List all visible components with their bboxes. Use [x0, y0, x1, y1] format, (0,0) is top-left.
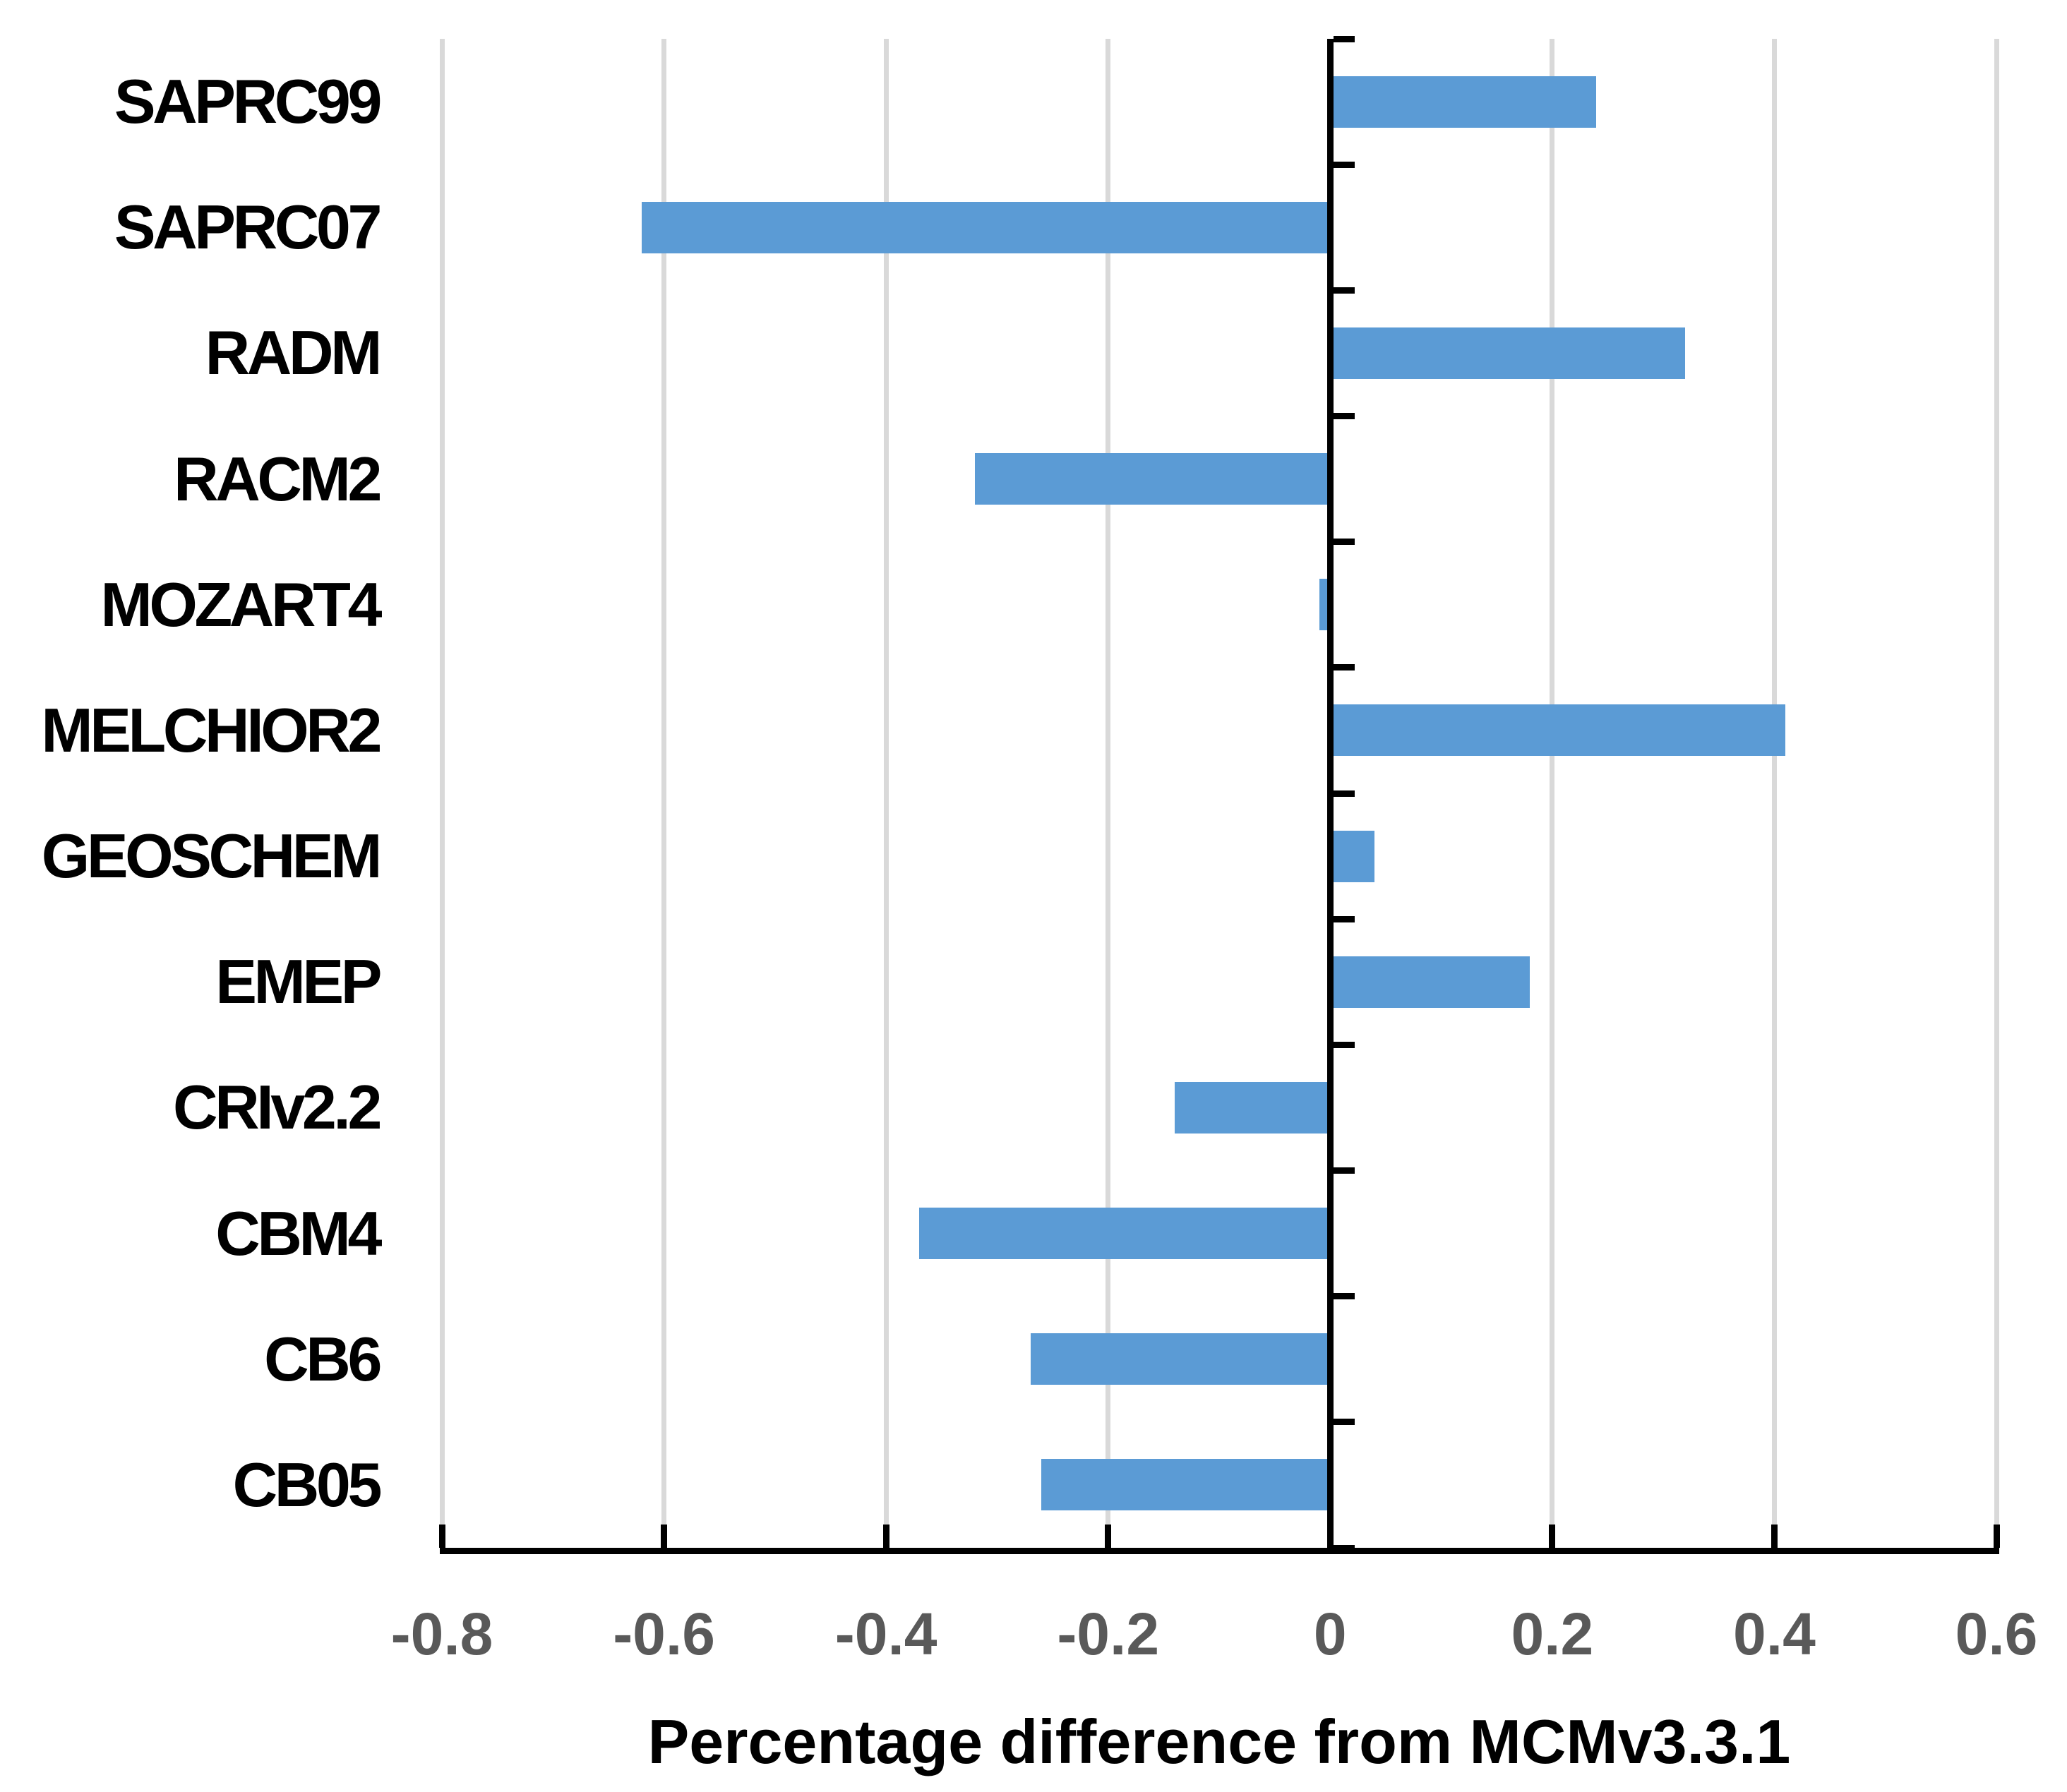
gridline — [439, 39, 445, 1548]
bar-cbm4 — [919, 1208, 1331, 1259]
x-axis-tick — [1771, 1525, 1778, 1548]
category-axis-tick — [1333, 35, 1355, 42]
x-tick-label: 0.6 — [1955, 1601, 2038, 1667]
gridline — [1550, 39, 1555, 1548]
bar-geoschem — [1330, 831, 1375, 882]
x-tick-label: 0 — [1313, 1601, 1347, 1667]
gridline — [1106, 39, 1111, 1548]
category-axis-tick — [1333, 1167, 1355, 1174]
bar-cb6 — [1030, 1333, 1331, 1385]
x-axis-tick — [1993, 1525, 2000, 1548]
category-axis-tick — [1333, 790, 1355, 797]
x-tick-label: -0.6 — [613, 1601, 715, 1667]
x-axis-tick — [1549, 1525, 1556, 1548]
category-axis-tick — [1333, 1293, 1355, 1300]
category-label: CBM4 — [215, 1198, 382, 1268]
bar-saprc99 — [1330, 76, 1597, 128]
x-tick-label: -0.4 — [834, 1601, 937, 1667]
category-axis-tick — [1333, 1419, 1355, 1426]
gridline — [883, 39, 889, 1548]
bar-melchior2 — [1330, 704, 1786, 756]
gridline — [1771, 39, 1777, 1548]
category-label: RADM — [205, 318, 383, 387]
category-label: CB6 — [264, 1324, 382, 1394]
category-axis-tick — [1333, 664, 1355, 671]
category-label: EMEP — [215, 946, 382, 1016]
x-tick-label: 0.2 — [1511, 1601, 1594, 1667]
category-axis-tick — [1333, 1544, 1355, 1551]
category-label: CRIv2.2 — [172, 1072, 382, 1142]
category-label: SAPRC99 — [114, 66, 383, 136]
zero-axis-line — [1326, 39, 1334, 1554]
x-axis-tick — [882, 1525, 889, 1548]
bar-racm2 — [974, 453, 1330, 505]
category-label: RACM2 — [174, 444, 382, 514]
bar-cb05 — [1041, 1459, 1331, 1510]
bar-criv2-2 — [1175, 1082, 1331, 1133]
category-axis-tick — [1333, 161, 1355, 168]
bar-radm — [1330, 327, 1686, 379]
category-label: GEOSCHEM — [41, 821, 383, 891]
gridline — [661, 39, 667, 1548]
x-tick-label: 0.4 — [1733, 1601, 1816, 1667]
category-axis-tick — [1333, 287, 1355, 294]
x-axis-tick — [661, 1525, 668, 1548]
x-axis-tick — [438, 1525, 445, 1548]
category-axis-tick — [1333, 413, 1355, 419]
x-axis-tick — [1105, 1525, 1112, 1548]
gridline — [1994, 39, 1999, 1548]
bar-emep — [1330, 956, 1530, 1008]
category-label: CB05 — [232, 1450, 383, 1520]
bar-saprc07 — [642, 202, 1331, 253]
category-axis-tick — [1333, 915, 1355, 922]
x-axis-line — [439, 1548, 1999, 1554]
category-axis-tick — [1333, 1041, 1355, 1048]
category-axis-tick — [1333, 539, 1355, 546]
category-label: SAPRC07 — [114, 192, 383, 262]
x-axis-title: Percentage difference from MCMv3.3.1 — [647, 1707, 1791, 1776]
x-tick-label: -0.2 — [1057, 1601, 1160, 1667]
x-tick-label: -0.8 — [390, 1601, 493, 1667]
category-label: MOZART4 — [100, 570, 382, 639]
category-label: MELCHIOR2 — [41, 695, 382, 765]
